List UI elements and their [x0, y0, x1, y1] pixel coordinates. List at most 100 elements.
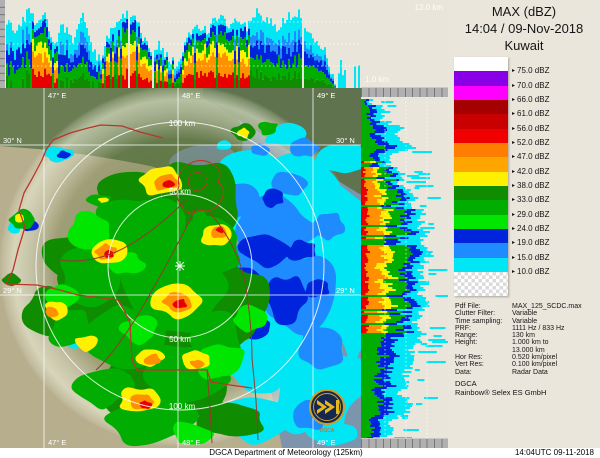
longitude-label-bottom: 48° E — [182, 438, 200, 447]
metadata-label: Clutter Filter: — [455, 310, 496, 318]
legend-band — [454, 214, 508, 229]
legend-band — [454, 71, 508, 86]
height-min-label: 1.0 km — [365, 75, 390, 84]
legend-band — [454, 200, 508, 215]
border-south — [5, 283, 253, 389]
logo-bar — [336, 400, 339, 414]
title-block: MAX (dBZ) 14:04 / 09-Nov-2018 Kuwait — [448, 3, 600, 54]
roads — [59, 199, 259, 444]
legend-tick-arrow-icon: ▸ — [512, 153, 516, 161]
height-scale-corner: 13.0 km 1.0 km — [361, 0, 448, 87]
longitude-label-top: 49° E — [317, 91, 335, 100]
legend-tick-arrow-icon: ▸ — [512, 110, 516, 118]
metadata-value: 0.520 km/pixel — [512, 354, 558, 362]
legend-band-label: ▸ 29.0 dBZ — [512, 209, 550, 219]
product-datetime: 14:04 / 09-Nov-2018 — [464, 21, 584, 36]
metadata-value: 130 km — [512, 332, 535, 340]
legend-band-label: ▸ 47.0 dBZ — [512, 152, 550, 162]
border-north — [5, 124, 164, 285]
legend-swatches — [454, 57, 508, 296]
legend-band — [454, 85, 508, 100]
legend-tick-arrow-icon: ▸ — [512, 167, 516, 175]
metadata-value: 13.000 km — [512, 346, 545, 354]
map-labels: 47° E 47° E 48° E 48° E 49° E 49° E 30° N 30° N… — [3, 91, 355, 447]
legend-band-label: ▸ 10.0 dBZ — [512, 266, 550, 276]
legend-band-label: ▸ 70.0 dBZ — [512, 80, 550, 90]
metadata-label: Hor Res: — [455, 354, 483, 362]
legend-band-label: ▸ 33.0 dBZ — [512, 195, 550, 205]
metadata-value: Radar Data — [512, 368, 548, 376]
latitude-label-left: 29° N — [3, 286, 22, 295]
legend-tick-arrow-icon: ▸ — [512, 267, 516, 275]
longitude-label-bottom: 49° E — [317, 438, 335, 447]
legend-band — [454, 142, 508, 158]
metadata-row: Range: 130 km — [455, 332, 598, 339]
status-bar-timestamp: 14:04UTC 09-11-2018 — [514, 448, 594, 457]
metadata-label: Pdf File: — [455, 303, 481, 310]
longitude-label-top: 47° E — [48, 91, 66, 100]
cross-section-top-panel — [0, 0, 361, 88]
legend-band — [454, 99, 508, 115]
legend-tick-arrow-icon: ▸ — [512, 181, 516, 189]
color-legend: ▸ 75.0 dBZ ▸ 70.0 dBZ ▸ 66.0 dBZ ▸ 61.0 dBZ ▸ 56.… — [454, 57, 600, 296]
metadata-label — [455, 347, 512, 354]
cross-section-top-left-ruler — [0, 0, 5, 88]
latitude-label-left: 30° N — [3, 136, 22, 145]
legend-band — [454, 185, 508, 201]
metadata-label: Range: — [455, 332, 478, 340]
metadata-row: Clutter Filter: Variable — [455, 310, 598, 317]
metadata-row: Data: Radar Data — [455, 369, 598, 376]
legend-band — [454, 228, 508, 244]
metadata-row: Height: 1.000 km to — [455, 339, 598, 346]
legend-band — [454, 157, 508, 172]
metadata-row: PRF: 1111 Hz / 833 Hz — [455, 325, 598, 332]
legend-band-label: ▸ 66.0 dBZ — [512, 94, 550, 104]
metadata-label: PRF: — [455, 324, 471, 332]
latitude-label-right: 30° N — [336, 136, 355, 145]
metadata-value: 0.100 km/pixel — [512, 361, 558, 369]
range-ring-label: 50 km — [169, 187, 191, 196]
legend-tick-arrow-icon: ▸ — [512, 224, 516, 232]
range-ring-label: 100 km — [169, 402, 196, 411]
map-decorations: DGCA — [175, 261, 345, 434]
height-max-label: 13.0 km — [414, 3, 443, 12]
legend-band-label: ▸ 24.0 dBZ — [512, 223, 550, 233]
logo-chevron-2 — [325, 400, 335, 414]
sidebar: MAX (dBZ) 14:04 / 09-Nov-2018 Kuwait ▸ 75… — [448, 0, 600, 448]
legend-band-label: ▸ 56.0 dBZ — [512, 123, 550, 133]
status-bar-source: DGCA Department of Meteorology (125km) — [209, 448, 363, 457]
metadata-value: 1.000 km to — [512, 339, 549, 347]
metadata-row: Vert Res: 0.100 km/pixel — [455, 361, 598, 368]
latitude-label-right: 29° N — [336, 286, 355, 295]
legend-nodata-band — [454, 271, 508, 296]
legend-band-label: ▸ 61.0 dBZ — [512, 109, 550, 119]
logo-caption: DGCA — [320, 428, 335, 434]
legend-band-label: ▸ 75.0 dBZ — [512, 66, 550, 76]
legend-tick-arrow-icon: ▸ — [512, 81, 516, 89]
legend-band — [454, 128, 508, 143]
metadata-label: Time sampling: — [455, 317, 503, 325]
legend-band — [454, 57, 508, 72]
product-title: MAX (dBZ) — [491, 4, 557, 19]
range-ring-label: 50 km — [169, 335, 191, 344]
cross-section-top-gridlines — [5, 21, 361, 67]
status-bar: DGCA Department of Meteorology (125km) 1… — [0, 448, 600, 458]
city-boundary-inner — [187, 172, 208, 192]
legend-tick-arrow-icon: ▸ — [512, 239, 516, 247]
metadata-row: Hor Res: 0.520 km/pixel — [455, 354, 598, 361]
metadata-value: MAX_125_SCDC.max — [512, 303, 582, 310]
vendor-label: Rainbow® Selex ES GmbH — [455, 388, 547, 397]
metadata-row: Pdf File: MAX_125_SCDC.max — [455, 303, 598, 310]
cross-section-right-rows — [361, 99, 448, 438]
dgca-logo — [309, 389, 345, 425]
legend-tick-arrow-icon: ▸ — [512, 253, 516, 261]
legend-tick-arrow-icon: ▸ — [512, 95, 516, 103]
metadata-row: Time sampling: Variable — [455, 318, 598, 325]
legend-tick-arrow-icon: ▸ — [512, 67, 516, 75]
metadata-value: Variable — [512, 310, 538, 318]
logo-chevron-1 — [317, 400, 327, 414]
longitude-label-top: 48° E — [182, 91, 200, 100]
right-panel-top-ruler — [361, 87, 448, 97]
legend-band — [454, 257, 508, 272]
